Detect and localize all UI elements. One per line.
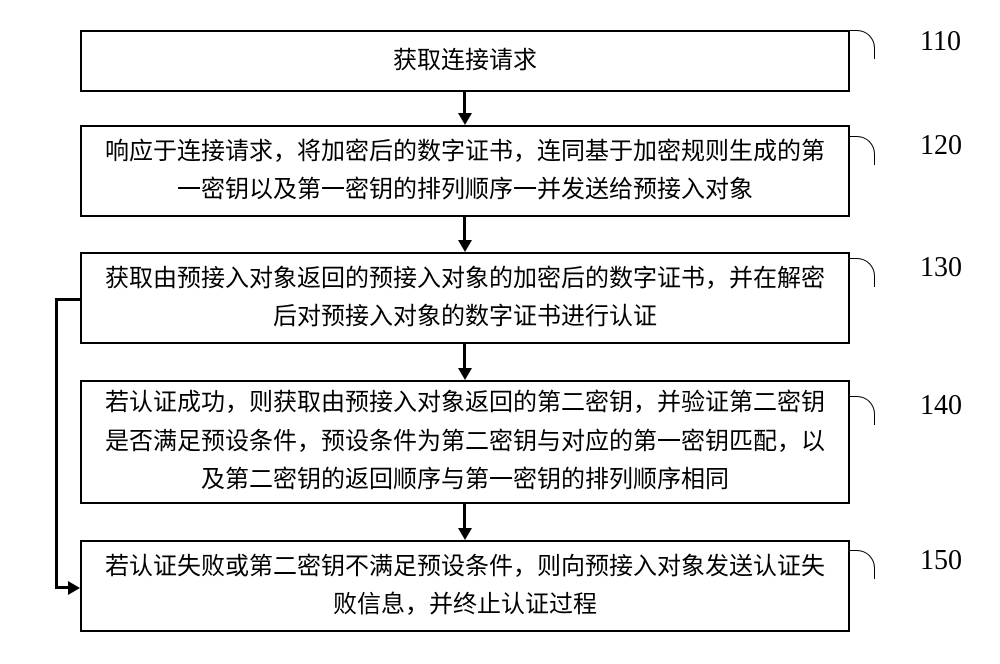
label-connector [850,30,875,59]
step-label-140: 140 [920,390,962,422]
arrow-line [463,217,466,242]
step-text: 获取由预接入对象返回的预接入对象的加密后的数字证书，并在解密后对预接入对象的数字… [98,260,832,337]
flowchart-step-140: 若认证成功，则获取由预接入对象返回的第二密钥，并验证第二密钥是否满足预设条件，预… [80,380,850,504]
arrow-line [463,92,466,115]
step-text: 若认证成功，则获取由预接入对象返回的第二密钥，并验证第二密钥是否满足预设条件，预… [98,384,832,499]
side-connector-line [55,298,58,589]
label-connector [850,550,875,579]
step-label-130: 130 [920,252,962,284]
step-text: 获取连接请求 [393,42,537,80]
label-connector [850,396,875,425]
step-text: 若认证失败或第二密钥不满足预设条件，则向预接入对象发送认证失败信息，并终止认证过… [98,548,832,625]
side-connector-line [55,298,80,301]
flowchart-step-120: 响应于连接请求，将加密后的数字证书，连同基于加密规则生成的第一密钥以及第一密钥的… [80,125,850,217]
arrow-down-icon [458,528,472,540]
label-connector [850,258,875,287]
flowchart-step-150: 若认证失败或第二密钥不满足预设条件，则向预接入对象发送认证失败信息，并终止认证过… [80,540,850,632]
arrow-down-icon [458,113,472,125]
arrow-line [463,504,466,530]
arrow-down-icon [458,240,472,252]
flowchart-step-110: 获取连接请求 [80,30,850,92]
step-text: 响应于连接请求，将加密后的数字证书，连同基于加密规则生成的第一密钥以及第一密钥的… [98,133,832,210]
arrow-down-icon [458,368,472,380]
step-label-150: 150 [920,545,962,577]
flowchart-container: 获取连接请求 110 响应于连接请求，将加密后的数字证书，连同基于加密规则生成的第一… [20,20,980,644]
flowchart-step-130: 获取由预接入对象返回的预接入对象的加密后的数字证书，并在解密后对预接入对象的数字… [80,252,850,344]
step-label-110: 110 [920,26,961,58]
step-label-120: 120 [920,130,962,162]
label-connector [850,136,875,165]
arrow-right-icon [68,581,80,595]
arrow-line [463,344,466,370]
